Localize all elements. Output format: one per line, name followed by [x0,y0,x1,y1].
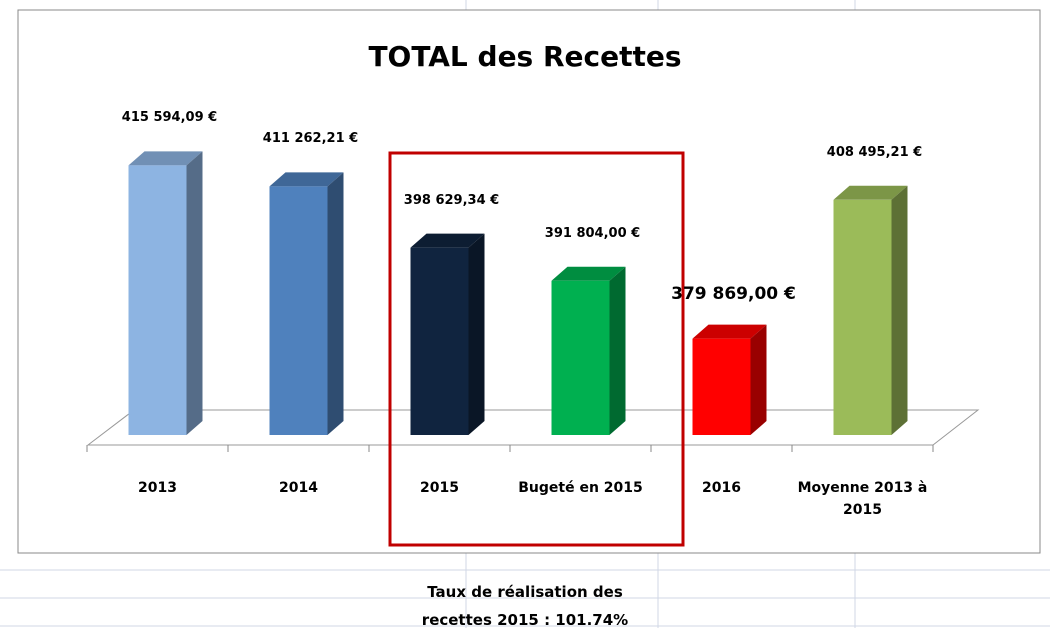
value-label: 379 869,00 € [671,283,796,304]
bar-front [128,165,187,436]
bar-top [269,172,344,187]
x-tick-label: 2015 [420,480,459,496]
annotation: Taux de réalisation des recettes 2015 : … [421,583,629,628]
bar-front [833,199,892,435]
bar [128,151,203,436]
bar-top [692,324,767,339]
bar-top [410,233,485,248]
bar-front [269,186,328,435]
bar-top [833,185,908,200]
value-label: 415 594,09 € [121,110,218,126]
bar [692,324,767,435]
x-tick-label: 2014 [279,480,318,496]
value-label: 411 262,21 € [262,131,359,147]
value-label: 408 495,21 € [826,144,923,160]
bar-side [327,172,344,435]
highlight-box [388,151,685,547]
bar [269,172,344,435]
x-tick-label: Bugeté en 2015 [518,480,643,496]
bar-side [891,185,908,435]
bar [551,266,626,435]
value-label: 391 804,00 € [544,225,641,241]
bar-front [410,247,469,435]
bar-front [692,338,751,435]
bar-side [468,233,485,435]
bar [833,185,908,435]
bar-side [609,266,626,435]
bar-front [551,280,610,435]
x-tick-label: Moyenne 2013 à 2015 [797,480,928,518]
x-tick-label: 2013 [138,480,177,496]
bar-side [186,151,203,436]
x-tick-label: 2016 [702,480,741,496]
bar [410,233,485,435]
value-label: 398 629,34 € [403,192,500,208]
bar-side [750,324,767,435]
bar-top [128,151,203,166]
bar-top [551,266,626,281]
chart-title: TOTAL des Recettes [368,40,682,73]
